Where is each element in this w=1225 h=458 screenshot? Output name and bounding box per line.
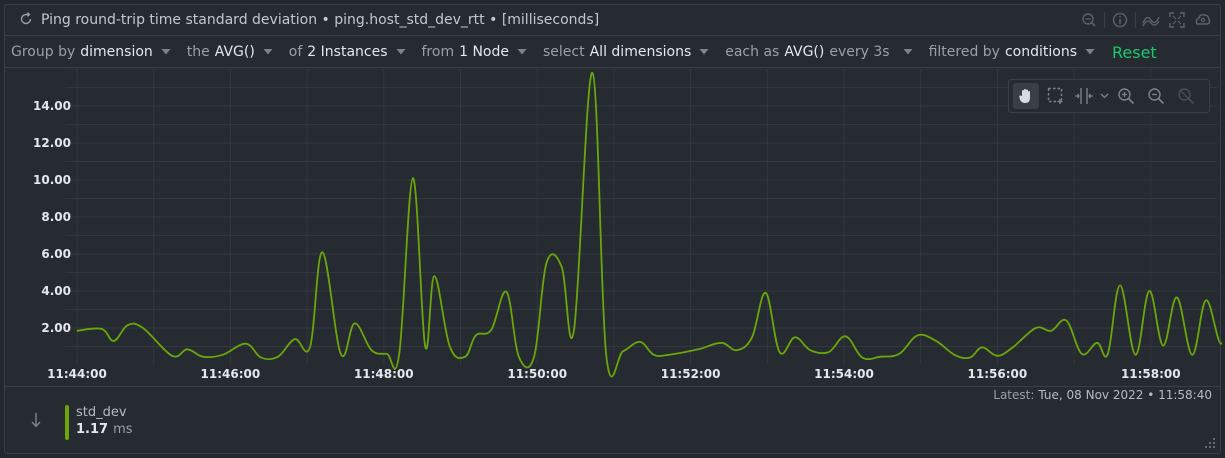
- filter-bar: Group by dimension the AVG() of 2 Instan…: [5, 37, 1220, 68]
- chevron-down-icon[interactable]: [1099, 83, 1109, 109]
- y-tick-label: 14.00: [33, 99, 71, 113]
- time-aggregation-dropdown[interactable]: each as AVG() every 3s: [725, 44, 913, 60]
- chart-area[interactable]: 2.00 4.00 6.00 8.00 10.00 12.00 14.00 11:44:00…: [5, 69, 1222, 387]
- chevron-down-icon: [263, 49, 273, 55]
- zoom-reset-icon[interactable]: [1173, 83, 1199, 109]
- legend-color-swatch: [65, 405, 69, 440]
- x-tick-label: 11:58:00: [1121, 367, 1181, 381]
- filter-conditions-dropdown[interactable]: filtered by conditions: [929, 44, 1095, 60]
- filter-value: AVG(): [784, 44, 825, 60]
- chevron-down-icon: [903, 49, 913, 55]
- y-axis: 2.00 4.00 6.00 8.00 10.00 12.00 14.00: [33, 99, 71, 335]
- arrow-down-icon[interactable]: [29, 411, 43, 429]
- chart-settings-icon[interactable]: [1192, 10, 1214, 30]
- select-area-icon[interactable]: [1043, 83, 1069, 109]
- chevron-down-icon: [1085, 49, 1095, 55]
- filter-label: Group by: [11, 44, 76, 60]
- dimensions-dropdown[interactable]: select All dimensions: [543, 44, 709, 60]
- highlight-icon[interactable]: [1073, 83, 1095, 109]
- filter-value: All dimensions: [589, 44, 692, 60]
- toolbar-divider: [1135, 12, 1136, 28]
- chevron-down-icon: [396, 49, 405, 55]
- filter-value: AVG(): [214, 44, 255, 60]
- y-tick-label: 2.00: [41, 321, 71, 335]
- chart-title: Ping round-trip time standard deviation …: [41, 12, 600, 28]
- latest-value: Tue, 08 Nov 2022 • 11:58:40: [1038, 388, 1212, 402]
- x-tick-label: 11:46:00: [201, 367, 261, 381]
- reload-icon[interactable]: [19, 12, 33, 26]
- filter-label: select: [543, 44, 585, 60]
- info-icon[interactable]: [1109, 10, 1131, 30]
- filter-value: conditions: [1004, 44, 1077, 60]
- zoom-in-icon[interactable]: [1113, 83, 1139, 109]
- x-tick-label: 11:54:00: [814, 367, 874, 381]
- chart-tool-icons: [1078, 10, 1214, 30]
- x-axis: 11:44:00 11:46:00 11:48:00 11:50:00 11:52:00…: [47, 367, 1181, 381]
- legend-series-name: std_dev: [76, 405, 127, 420]
- y-tick-label: 4.00: [41, 284, 71, 298]
- resize-handle-icon[interactable]: [1204, 437, 1216, 449]
- series-line-std_dev[interactable]: [76, 71, 1222, 378]
- line-chart[interactable]: 2.00 4.00 6.00 8.00 10.00 12.00 14.00 11:44:00…: [5, 69, 1222, 387]
- zoom-reset-icon[interactable]: [1078, 10, 1100, 30]
- legend-series-value: 1.17 ms: [76, 421, 133, 439]
- x-tick-label: 11:50:00: [507, 367, 567, 381]
- nodes-dropdown[interactable]: from 1 Node: [422, 44, 528, 60]
- filter-label: the: [186, 44, 210, 60]
- grid: [65, 69, 1217, 365]
- filter-label: of: [288, 44, 303, 60]
- filter-value: 1 Node: [459, 44, 509, 60]
- y-tick-label: 8.00: [41, 210, 71, 224]
- chevron-down-icon: [517, 49, 527, 55]
- chart-title-bar: Ping round-trip time standard deviation …: [5, 5, 1220, 36]
- x-tick-label: 11:44:00: [47, 367, 107, 381]
- zoom-out-icon[interactable]: [1143, 83, 1169, 109]
- filter-label: each as: [725, 44, 780, 60]
- chart-panel: Ping round-trip time standard deviation …: [4, 4, 1222, 454]
- legend-unit: ms: [113, 422, 133, 437]
- x-tick-label: 11:56:00: [968, 367, 1028, 381]
- x-tick-label: 11:52:00: [661, 367, 721, 381]
- filter-label: filtered by: [928, 44, 1000, 60]
- instances-dropdown[interactable]: of 2 Instances: [289, 44, 406, 60]
- pan-hand-icon[interactable]: [1013, 83, 1039, 109]
- reset-button[interactable]: Reset: [1112, 42, 1157, 62]
- chevron-down-icon: [699, 49, 709, 55]
- fullscreen-icon[interactable]: [1166, 10, 1188, 30]
- legend-item[interactable]: std_dev 1.17 ms: [65, 405, 133, 440]
- legend-value: 1.17: [76, 422, 109, 437]
- aggregation-dropdown[interactable]: the AVG(): [187, 44, 273, 60]
- chevron-down-icon: [161, 49, 171, 55]
- chart-type-icon[interactable]: [1140, 10, 1162, 30]
- latest-label: Latest:: [993, 388, 1035, 402]
- latest-timestamp: Latest: Tue, 08 Nov 2022 • 11:58:40: [993, 388, 1212, 402]
- zoom-toolbar: [1008, 79, 1210, 113]
- filter-value: dimension: [80, 44, 153, 60]
- series-layer: [76, 71, 1222, 378]
- filter-value: 2 Instances: [307, 44, 388, 60]
- filter-suffix: every 3s: [829, 44, 890, 60]
- group-by-dropdown[interactable]: Group by dimension: [11, 44, 171, 60]
- x-tick-label: 11:48:00: [354, 367, 414, 381]
- toolbar-divider: [1104, 12, 1105, 28]
- filter-label: from: [421, 44, 455, 60]
- y-tick-label: 10.00: [33, 173, 71, 187]
- y-tick-label: 6.00: [41, 247, 71, 261]
- y-tick-label: 12.00: [33, 136, 71, 150]
- footer-divider: [5, 386, 1220, 387]
